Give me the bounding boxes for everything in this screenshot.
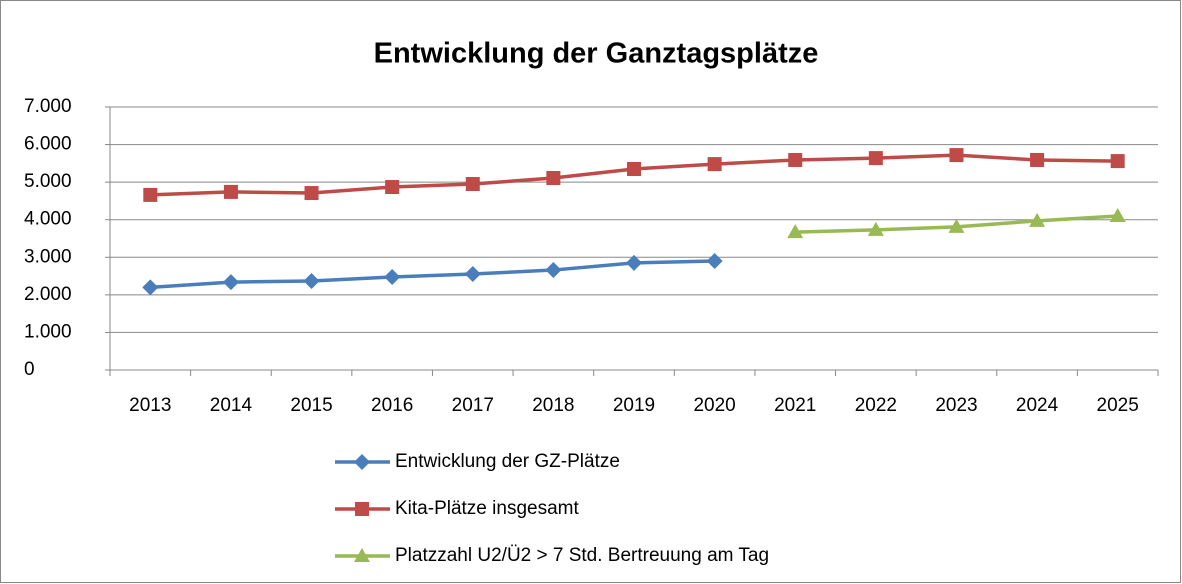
point: [222, 274, 239, 291]
point: [1110, 154, 1125, 169]
x-tick-label: 2025: [1097, 395, 1139, 416]
point: [546, 171, 561, 186]
x-tick-label: 2020: [693, 395, 735, 416]
x-tick-label: 2016: [371, 395, 413, 416]
point: [626, 254, 642, 271]
y-tick-label: 3.000: [24, 246, 72, 267]
legend-marker: [354, 548, 370, 562]
chart-title: Entwicklung der Ganztagsplätze: [374, 38, 819, 70]
y-tick-label: 2.000: [24, 284, 72, 305]
y-tick-label: 4.000: [24, 209, 72, 230]
legend-marker: [355, 502, 369, 516]
legend-label: Platzzahl U2/Ü2 > 7 Std. Bertreuung am T…: [395, 545, 769, 566]
point: [707, 157, 722, 172]
point: [867, 221, 884, 236]
point: [464, 266, 481, 283]
point: [304, 186, 319, 201]
point: [948, 218, 965, 233]
x-tick-label: 2022: [855, 395, 897, 416]
x-tick-label: 2017: [452, 395, 494, 416]
point: [1030, 152, 1045, 167]
point: [303, 272, 320, 289]
x-tick-label: 2014: [210, 395, 253, 416]
point: [142, 279, 159, 296]
point: [788, 152, 803, 167]
legend-label: Entwicklung der GZ-Plätze: [395, 451, 620, 472]
point: [545, 262, 562, 279]
x-tick-label: 2021: [774, 395, 816, 416]
legend-marker: [354, 454, 370, 470]
point: [385, 180, 400, 195]
x-tick-label: 2013: [129, 395, 171, 416]
point: [465, 177, 480, 192]
y-tick-label: 7.000: [24, 96, 72, 117]
x-tick-label: 2018: [532, 395, 574, 416]
point: [223, 184, 238, 199]
point: [1109, 207, 1126, 222]
point: [949, 148, 964, 163]
y-tick-label: 1.000: [24, 321, 72, 342]
point: [384, 269, 401, 286]
y-tick-label: 5.000: [24, 171, 72, 192]
y-tick-label: 0: [24, 359, 35, 380]
x-tick-label: 2019: [613, 395, 655, 416]
point: [706, 253, 723, 270]
point: [627, 161, 641, 176]
point: [143, 187, 158, 202]
x-tick-label: 2023: [935, 395, 977, 416]
legend-label: Kita-Plätze insgesamt: [395, 498, 579, 519]
point: [787, 224, 804, 239]
point: [868, 151, 883, 166]
y-tick-label: 6.000: [24, 134, 72, 155]
series-line: [150, 259, 715, 290]
point: [1029, 212, 1046, 227]
x-tick-label: 2024: [1016, 395, 1059, 416]
x-tick-label: 2015: [290, 395, 332, 416]
